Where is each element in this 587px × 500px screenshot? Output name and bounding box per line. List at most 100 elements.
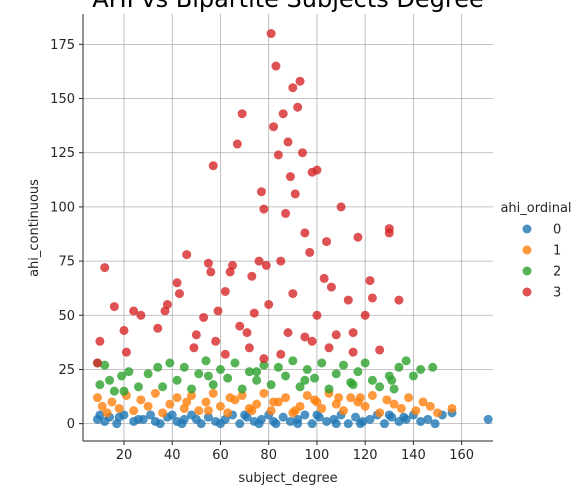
data-point — [242, 328, 252, 338]
data-point — [307, 336, 317, 346]
data-point — [235, 321, 245, 331]
data-point — [252, 367, 262, 377]
data-point — [237, 384, 247, 394]
data-point — [288, 356, 298, 366]
data-point — [317, 358, 327, 368]
data-point — [269, 416, 279, 426]
data-point — [346, 393, 356, 403]
data-point — [266, 29, 276, 39]
data-point — [300, 332, 310, 342]
data-point — [290, 406, 300, 416]
data-point — [95, 410, 105, 420]
data-point — [353, 232, 363, 242]
data-point — [355, 393, 365, 403]
data-point — [179, 362, 189, 372]
data-point — [95, 336, 105, 346]
data-point — [191, 414, 201, 424]
data-point — [334, 393, 344, 403]
data-point — [172, 393, 182, 403]
data-point — [310, 373, 320, 383]
data-point — [215, 401, 225, 411]
data-point — [172, 278, 182, 288]
data-point — [384, 228, 394, 238]
data-point — [252, 375, 262, 385]
data-point — [418, 397, 428, 407]
data-point — [355, 419, 365, 429]
data-point — [223, 408, 233, 418]
data-point — [295, 382, 305, 392]
legend-marker — [522, 287, 532, 297]
data-point — [129, 406, 139, 416]
data-point — [387, 375, 397, 385]
x-tick-label: 20 — [116, 448, 133, 463]
data-point — [244, 367, 254, 377]
data-point — [201, 397, 211, 407]
legend-marker — [522, 224, 532, 234]
data-point — [92, 393, 102, 403]
data-point — [447, 403, 457, 413]
data-point — [365, 276, 375, 286]
chart-title: AHI vs Bipartite Subjects Degree — [92, 0, 484, 13]
data-point — [367, 375, 377, 385]
data-point — [394, 362, 404, 372]
data-point — [150, 388, 160, 398]
data-point — [394, 295, 404, 305]
data-point — [92, 358, 102, 368]
data-point — [228, 260, 238, 270]
data-point — [254, 256, 264, 266]
data-point — [312, 310, 322, 320]
data-point — [194, 406, 204, 416]
data-point — [162, 299, 172, 309]
data-point — [143, 369, 153, 379]
data-point — [317, 403, 327, 413]
series-3 — [92, 29, 404, 368]
data-point — [269, 122, 279, 132]
data-point — [256, 187, 266, 197]
data-point — [114, 412, 124, 422]
legend-marker — [522, 245, 532, 255]
data-point — [360, 310, 370, 320]
data-point — [302, 390, 312, 400]
data-point — [220, 349, 230, 359]
data-point — [211, 336, 221, 346]
legend-label: 0 — [553, 223, 561, 238]
data-point — [285, 416, 295, 426]
data-point — [360, 358, 370, 368]
data-point — [237, 109, 247, 119]
data-point — [206, 267, 216, 277]
data-point — [348, 380, 358, 390]
data-point — [172, 375, 182, 385]
y-tick-label: 75 — [58, 255, 75, 270]
data-point — [411, 406, 421, 416]
data-point — [271, 61, 281, 71]
data-point — [336, 202, 346, 212]
data-point — [203, 412, 213, 422]
data-point — [307, 419, 317, 429]
data-point — [273, 150, 283, 160]
data-point — [136, 395, 146, 405]
data-point — [191, 330, 201, 340]
data-point — [187, 390, 197, 400]
data-point — [324, 343, 334, 353]
data-point — [285, 172, 295, 182]
y-tick-label: 175 — [50, 38, 75, 53]
data-point — [150, 416, 160, 426]
data-point — [276, 349, 286, 359]
data-point — [288, 83, 298, 93]
data-point — [379, 419, 389, 429]
data-point — [177, 419, 187, 429]
data-point — [300, 375, 310, 385]
data-point — [483, 414, 493, 424]
data-point — [266, 380, 276, 390]
data-point — [165, 399, 175, 409]
axes — [79, 14, 493, 445]
y-tick-label: 50 — [58, 309, 75, 324]
data-point — [375, 408, 385, 418]
data-point — [215, 364, 225, 374]
data-point — [425, 401, 435, 411]
data-point — [213, 306, 223, 316]
data-point — [276, 256, 286, 266]
data-point — [404, 393, 414, 403]
series-0 — [92, 408, 493, 429]
